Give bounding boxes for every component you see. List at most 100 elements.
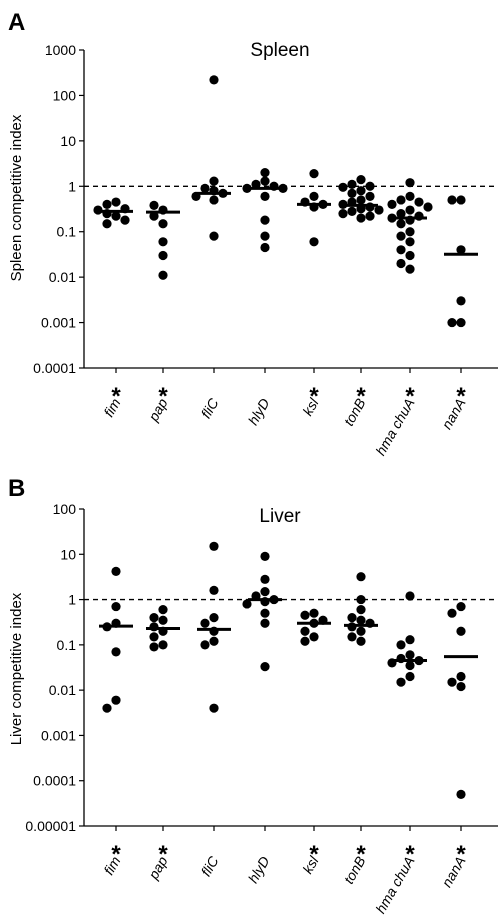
data-point	[356, 175, 366, 185]
category-label: ksl	[299, 395, 322, 419]
data-point	[456, 601, 466, 612]
y-tick-label: 100	[53, 501, 77, 517]
data-point	[356, 213, 366, 223]
data-point	[158, 615, 168, 625]
data-point	[396, 231, 406, 241]
data-point	[405, 178, 415, 188]
data-point	[242, 599, 252, 609]
data-point	[456, 245, 466, 255]
data-point	[149, 211, 159, 221]
y-tick-label: 1	[68, 178, 76, 194]
significance-star: *	[356, 841, 366, 868]
significance-star: *	[456, 841, 466, 868]
y-tick-label: 0.1	[57, 224, 77, 240]
data-point	[374, 205, 384, 215]
y-axis-label: Liver competitive index	[8, 592, 25, 745]
data-point	[447, 195, 457, 205]
data-point	[120, 215, 130, 225]
data-point	[260, 168, 270, 178]
y-tick-label: 10	[60, 133, 76, 149]
data-point	[260, 215, 270, 225]
data-point	[111, 695, 121, 705]
data-point	[338, 209, 348, 219]
data-point	[356, 594, 366, 605]
data-point	[260, 662, 270, 672]
data-point	[405, 660, 415, 671]
data-point	[111, 566, 121, 576]
data-point	[209, 703, 219, 713]
significance-star: *	[111, 841, 121, 868]
category-label: hma chuA	[372, 854, 417, 917]
data-point	[251, 179, 261, 190]
data-point	[396, 258, 406, 269]
category-label: nanA	[438, 396, 468, 432]
data-point	[356, 615, 366, 625]
data-point	[149, 200, 159, 210]
data-point	[456, 789, 466, 799]
panel-b: B Liver Liver competitive index 0.00001 0.00…	[8, 475, 498, 916]
data-point	[347, 622, 357, 632]
data-point	[102, 703, 112, 713]
category-label: fliC	[198, 395, 222, 421]
data-point	[158, 250, 168, 261]
data-point	[347, 179, 357, 190]
y-tick-label: 100	[53, 87, 77, 103]
significance-star: *	[405, 841, 415, 868]
data-point	[356, 626, 366, 636]
data-point	[260, 242, 270, 253]
data-point	[209, 541, 219, 551]
data-point	[387, 199, 397, 209]
y-axis-label: Spleen competitive index	[8, 114, 25, 281]
significance-star: *	[309, 841, 319, 868]
significance-star: *	[111, 383, 121, 410]
significance-star: *	[158, 383, 168, 410]
data-point	[405, 591, 415, 601]
data-point	[405, 227, 415, 237]
data-point	[456, 296, 466, 306]
data-point	[260, 618, 270, 628]
data-point	[309, 191, 319, 201]
data-point	[456, 195, 466, 205]
data-point	[405, 237, 415, 247]
data-point	[414, 197, 424, 207]
data-point	[365, 211, 375, 221]
y-tick-label: 0.1	[57, 637, 77, 653]
y-tick-label: 0.01	[49, 682, 76, 698]
data-point	[111, 211, 121, 221]
chart-title: Spleen	[250, 40, 309, 61]
category-label: hma chuA	[372, 396, 417, 459]
data-point	[149, 632, 159, 642]
data-point	[260, 191, 270, 201]
data-point	[396, 195, 406, 205]
data-point	[300, 626, 310, 636]
category-label: hlyD	[245, 396, 273, 428]
data-point	[405, 250, 415, 261]
data-point	[158, 640, 168, 650]
significance-star: *	[456, 383, 466, 410]
data-point	[209, 231, 219, 241]
data-point	[209, 195, 219, 205]
y-tick-label: 0.001	[41, 727, 76, 743]
data-point	[347, 206, 357, 217]
y-tick-label: 10	[60, 546, 76, 562]
chart-title: Liver	[259, 506, 301, 527]
data-point	[447, 317, 457, 328]
data-point	[300, 610, 310, 620]
significance-star: *	[405, 383, 415, 410]
data-point	[356, 636, 366, 646]
data-point	[260, 551, 270, 561]
data-point	[447, 677, 457, 687]
category-label: nanA	[438, 854, 468, 890]
data-point	[356, 186, 366, 196]
data-point	[356, 605, 366, 615]
data-point	[209, 176, 219, 186]
data-point	[309, 169, 319, 179]
data-point	[200, 640, 210, 650]
data-point	[356, 195, 366, 205]
data-point	[347, 612, 357, 623]
data-point	[456, 626, 466, 636]
data-point	[260, 574, 270, 584]
data-point	[456, 317, 466, 328]
data-point	[300, 636, 310, 646]
data-point	[405, 650, 415, 660]
